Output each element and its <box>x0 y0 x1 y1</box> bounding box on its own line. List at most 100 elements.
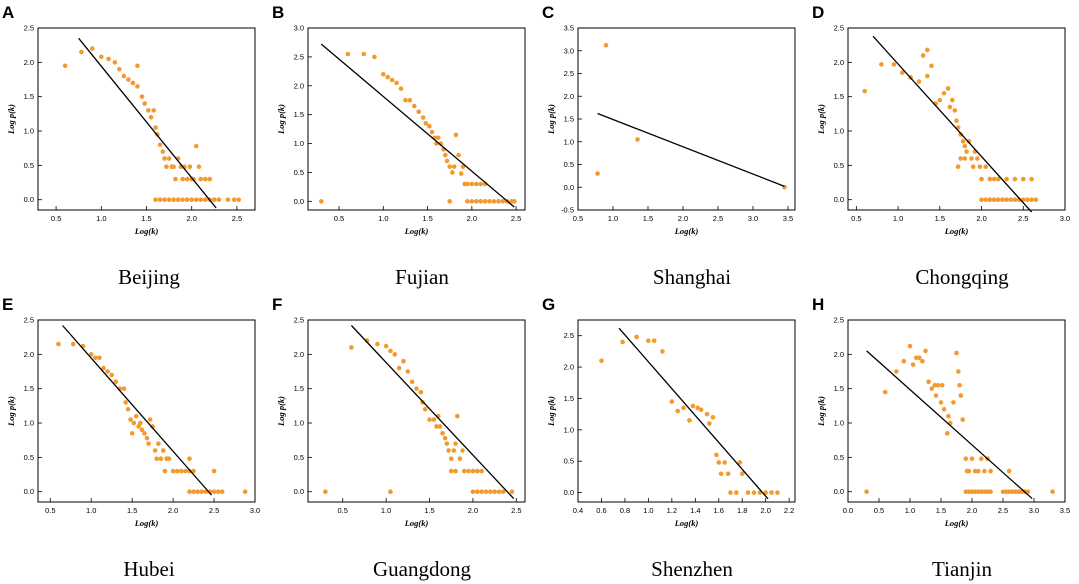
fit-line-hubei <box>62 325 213 496</box>
data-point-chongqing <box>1025 197 1030 202</box>
data-point-guangdong <box>466 468 471 474</box>
y-tick-label-fujian: 2.5 <box>294 52 304 61</box>
data-point-fujian <box>456 152 461 158</box>
y-tick-label-beijing: 1.0 <box>24 127 34 136</box>
x-tick-label-shanghai: 1.5 <box>643 214 653 223</box>
data-point-guangdong <box>446 448 451 453</box>
x-tick-label-guangdong: 2.5 <box>511 506 521 515</box>
data-point-shanghai <box>635 137 640 142</box>
data-point-beijing <box>175 197 181 202</box>
data-point-shenzhen <box>769 490 774 495</box>
data-point-fujian <box>473 199 479 204</box>
data-point-beijing <box>180 197 185 202</box>
data-point-beijing <box>162 156 167 161</box>
y-axis-title-shenzhen: Log p(k) <box>546 396 556 427</box>
x-tick-label-tianjin: 2.5 <box>998 506 1008 515</box>
data-point-guangdong <box>437 424 443 429</box>
data-point-fujian <box>478 199 484 204</box>
data-point-chongqing <box>941 90 947 96</box>
data-point-hubei <box>160 448 166 453</box>
data-point-hubei <box>121 386 127 391</box>
y-tick-label-hubei: 2.5 <box>24 316 34 325</box>
data-point-fujian <box>435 135 441 141</box>
data-point-chongqing <box>1000 197 1005 202</box>
x-tick-label-fujian: 1.0 <box>378 214 388 223</box>
data-point-chongqing <box>960 139 966 144</box>
data-point-chongqing <box>977 164 983 170</box>
y-tick-label-shanghai: 2.0 <box>564 92 574 101</box>
x-tick-label-tianjin: 3.0 <box>1029 506 1039 515</box>
x-tick-label-shenzhen: 1.2 <box>667 506 677 515</box>
y-tick-label-tianjin: 0.5 <box>834 453 844 462</box>
data-point-beijing <box>164 164 169 170</box>
data-point-fujian <box>458 171 464 176</box>
data-point-hubei <box>162 468 168 474</box>
x-tick-label-tianjin: 0.0 <box>843 506 853 515</box>
data-point-shanghai <box>603 42 609 48</box>
data-point-chongqing <box>991 197 997 202</box>
data-point-hubei <box>191 468 196 474</box>
data-point-guangdong <box>418 389 424 395</box>
data-point-beijing <box>157 142 163 148</box>
data-point-tianjin <box>917 355 922 361</box>
data-point-guangdong <box>434 424 439 429</box>
x-tick-label-shenzhen: 2.2 <box>784 506 794 515</box>
data-point-chongqing <box>1012 197 1018 202</box>
data-point-fujian <box>398 86 404 91</box>
y-tick-label-shanghai: 1.0 <box>564 137 574 146</box>
data-point-beijing <box>153 125 158 130</box>
x-tick-label-shenzhen: 1.0 <box>643 506 653 515</box>
data-point-beijing <box>89 46 95 51</box>
plot-frame-guangdong <box>307 319 526 503</box>
data-point-guangdong <box>405 369 411 374</box>
data-point-chongqing <box>1029 176 1034 182</box>
data-point-hubei <box>136 424 142 429</box>
data-point-hubei <box>70 341 76 347</box>
x-tick-label-beijing: 2.0 <box>186 214 196 223</box>
y-tick-label-beijing: 0.5 <box>24 161 34 170</box>
data-point-shenzhen <box>687 418 692 423</box>
data-point-fujian <box>453 132 459 138</box>
data-point-fujian <box>487 199 492 204</box>
data-point-beijing <box>193 143 199 149</box>
data-point-guangdong <box>501 489 506 494</box>
data-point-shenzhen <box>710 414 716 420</box>
data-point-beijing <box>166 197 172 202</box>
data-point-chongqing <box>862 88 867 94</box>
data-point-beijing <box>146 108 151 113</box>
data-point-beijing <box>236 197 242 202</box>
data-point-shenzhen <box>634 334 639 340</box>
data-point-fujian <box>423 121 429 126</box>
x-axis-title-hubei: Log(k) <box>134 518 159 528</box>
panel-chongqing: D 0.5 1.0 1.5 2.0 2.5 3.0 0.0 0.5 1.0 1.5 2.0 2.5 Log… <box>812 3 1070 236</box>
data-point-chongqing <box>929 63 934 69</box>
x-tick-label-tianjin: 0.5 <box>874 506 884 515</box>
y-axis-title-hubei: Log p(k) <box>6 396 16 427</box>
data-point-fujian <box>416 109 422 115</box>
data-point-beijing <box>231 197 237 202</box>
y-tick-label-fujian: 0.0 <box>294 197 304 206</box>
data-point-beijing <box>187 164 193 170</box>
y-tick-label-hubei: 0.0 <box>24 487 34 496</box>
x-tick-label-hubei: 2.0 <box>168 506 178 515</box>
data-point-fujian <box>442 152 448 158</box>
data-point-fujian <box>478 181 484 187</box>
x-tick-label-guangdong: 1.5 <box>424 506 434 515</box>
data-point-guangdong <box>442 435 448 441</box>
data-point-guangdong <box>440 431 445 436</box>
x-tick-label-shenzhen: 1.4 <box>690 506 700 515</box>
data-point-beijing <box>171 164 176 170</box>
data-point-beijing <box>160 149 166 154</box>
data-point-beijing <box>126 77 131 82</box>
x-tick-label-fujian: 1.5 <box>422 214 432 223</box>
data-point-tianjin <box>935 382 941 388</box>
y-tick-label-shanghai: -0.5 <box>561 206 574 215</box>
data-point-guangdong <box>409 379 415 385</box>
y-axis-title-shanghai: Log p(k) <box>546 104 556 135</box>
data-point-fujian <box>394 80 399 86</box>
plot-frame-beijing <box>37 27 256 211</box>
data-point-fujian <box>372 54 377 60</box>
x-axis-title-shanghai: Log(k) <box>674 226 699 236</box>
y-tick-label-fujian: 0.5 <box>294 168 304 177</box>
